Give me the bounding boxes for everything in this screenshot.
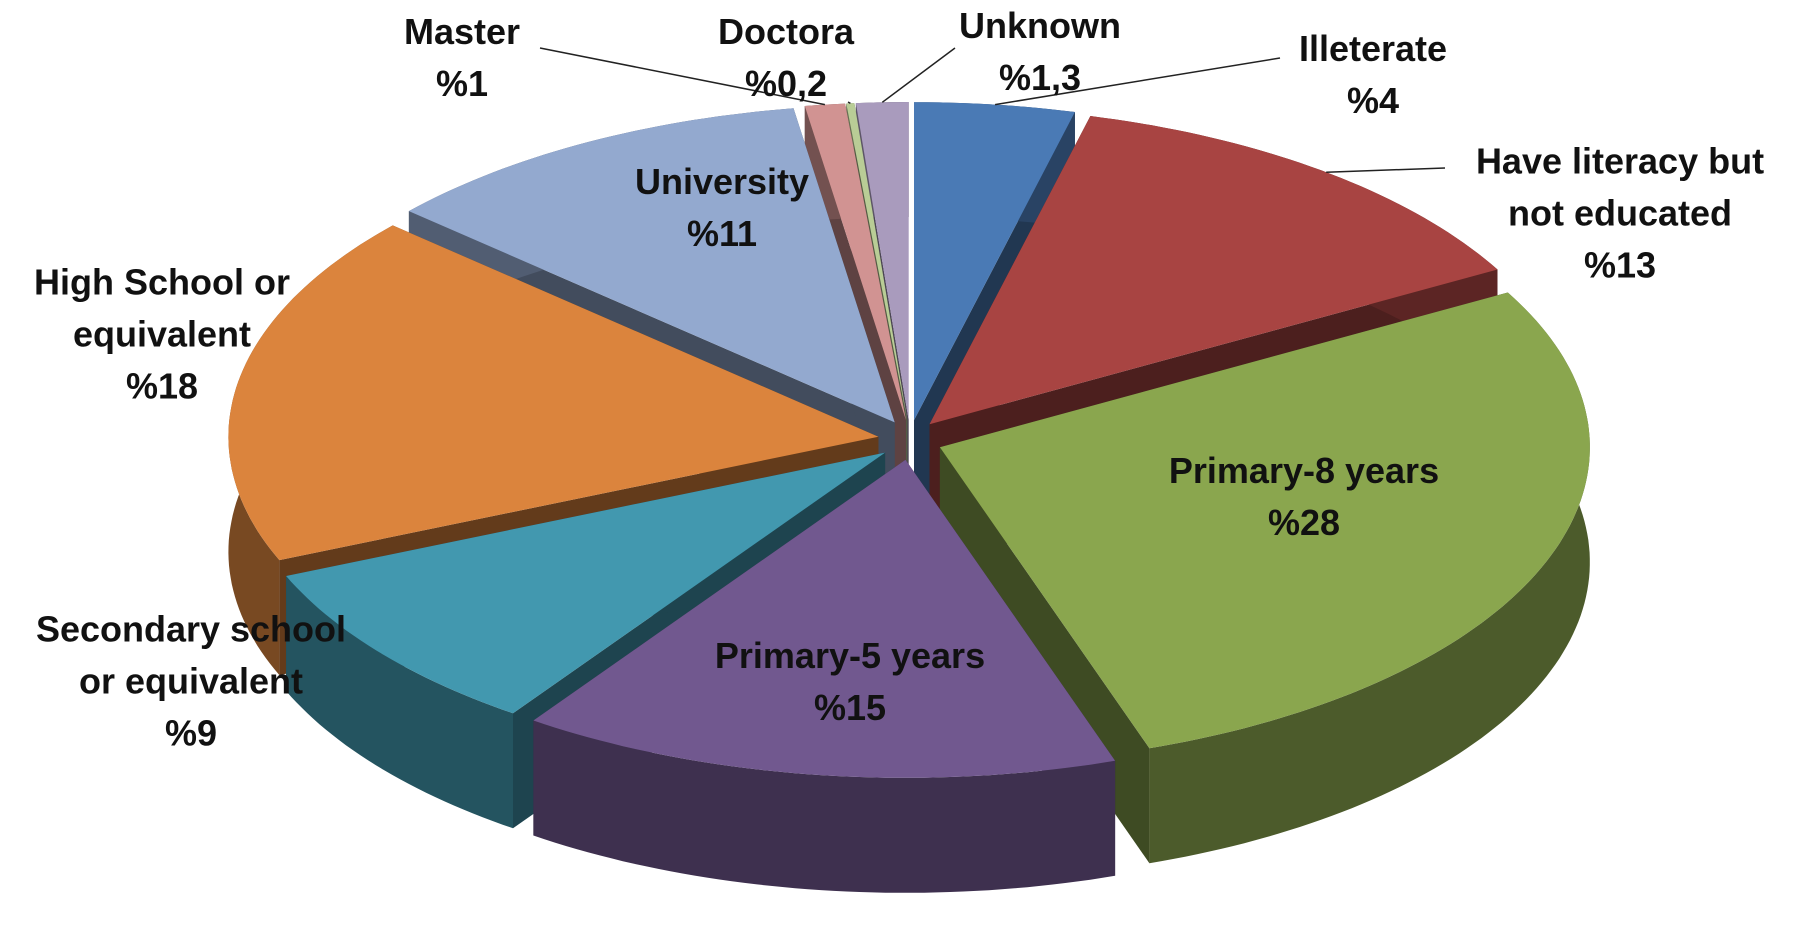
data-label: Primary-8 years %28 <box>1144 445 1464 549</box>
data-label: Unknown %1,3 <box>880 0 1200 104</box>
leader-line <box>881 47 956 103</box>
slice <box>914 102 1075 421</box>
data-label: Doctora %0,2 <box>626 6 946 110</box>
leader-line <box>539 47 826 106</box>
category-label: Master <box>403 10 521 52</box>
slice-wall <box>533 720 1116 893</box>
category-label: High School or equivalent <box>34 261 290 355</box>
value-label: %11 <box>686 213 758 254</box>
category-label: Unknown <box>959 4 1121 46</box>
slice <box>408 108 895 423</box>
value-label: %28 <box>1267 502 1341 543</box>
value-label: %1 <box>435 63 489 104</box>
category-label: Doctora <box>717 10 855 52</box>
category-label: Illeterate <box>1298 27 1448 69</box>
slice-wall <box>1149 292 1590 864</box>
category-label: University <box>634 160 810 202</box>
slice <box>846 103 908 421</box>
value-label: %18 <box>125 366 199 408</box>
slice <box>939 292 1590 749</box>
data-label: High School or equivalent %18 <box>2 257 322 414</box>
value-label: %13 <box>1583 245 1657 287</box>
slice <box>286 452 886 714</box>
leader-line <box>847 101 851 104</box>
category-label: Secondary school or equivalent <box>35 608 347 702</box>
data-label: Primary-5 years %15 <box>690 630 1010 734</box>
leader-line <box>1326 167 1446 173</box>
value-label: %1,3 <box>998 57 1082 98</box>
data-label: Illeterate %4 <box>1213 23 1533 127</box>
category-label: Primary-8 years <box>1168 449 1440 491</box>
data-label: Master %1 <box>302 6 622 110</box>
category-label: Have literacy but not educated <box>1475 140 1765 234</box>
slice <box>855 102 909 420</box>
value-label: %0,2 <box>744 63 828 104</box>
slice <box>228 225 879 561</box>
data-label: Have literacy but not educated %13 <box>1450 136 1790 293</box>
data-label: University %11 <box>562 156 882 260</box>
value-label: %4 <box>1346 80 1400 121</box>
slice <box>929 116 1498 425</box>
category-label: Primary-5 years <box>714 634 986 676</box>
slice <box>804 103 906 421</box>
value-label: %9 <box>164 713 218 755</box>
data-label: Secondary school or equivalent %9 <box>31 604 351 761</box>
leader-line <box>994 57 1281 106</box>
slice <box>533 459 1116 778</box>
slice-wall <box>286 576 513 829</box>
value-label: %15 <box>813 687 887 728</box>
